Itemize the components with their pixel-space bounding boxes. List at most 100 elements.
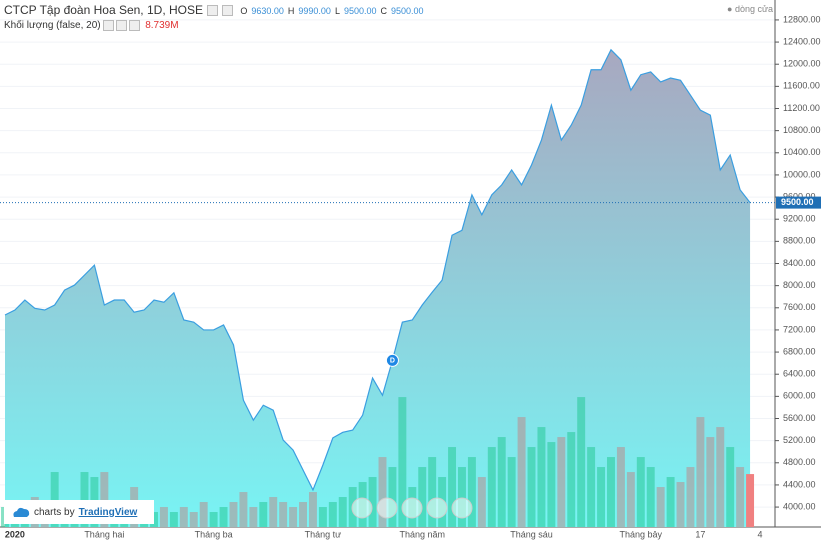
volume-bar [418, 467, 427, 527]
ohlc-key: C [380, 6, 388, 16]
volume-bar [308, 492, 317, 527]
volume-bar [656, 487, 665, 527]
volume-bar [398, 397, 407, 527]
y-tick-label: 12000.00 [783, 59, 821, 69]
volume-bar [229, 502, 238, 527]
volume-bar [299, 502, 307, 527]
volume-bar [746, 474, 755, 527]
y-tick-label: 8400.00 [783, 258, 816, 268]
event-label: D [390, 358, 395, 365]
x-tick-label: 17 [695, 529, 705, 539]
volume-bar [279, 502, 288, 527]
volume-bar [567, 432, 576, 527]
y-tick-label: 4400.00 [783, 479, 816, 489]
y-tick-label: 6000.00 [783, 391, 816, 401]
volume-bar [726, 447, 735, 527]
zoom-button[interactable] [426, 497, 448, 519]
volume-bar [388, 467, 397, 527]
volume-last: 8.739M [145, 20, 179, 32]
volume-bar [716, 427, 725, 527]
volume-bar [467, 457, 476, 527]
y-tick-label: 10400.00 [783, 147, 821, 157]
ohlc-key: O [240, 6, 248, 16]
price-area [5, 49, 751, 527]
x-tick-label: Tháng ba [195, 529, 233, 539]
volume-bar [378, 457, 387, 527]
volume-bar [169, 512, 178, 527]
volume-bar [338, 497, 347, 527]
volume-bar [209, 512, 218, 527]
volume-bar [150, 512, 158, 527]
volume-bar [497, 437, 506, 527]
volume-bar [199, 502, 208, 527]
zoom-button[interactable] [351, 497, 373, 519]
volume-bar [607, 457, 615, 527]
y-tick-label: 10000.00 [783, 169, 821, 179]
last-price-box [776, 196, 821, 209]
volume-bar [616, 447, 625, 527]
ohlc: O 9630.00 H 9990.00 L 9500.00 C 9500.00 [240, 3, 427, 17]
zoom-button[interactable] [376, 497, 398, 519]
volume-bar [50, 472, 59, 527]
brand[interactable]: TradingView [78, 506, 138, 518]
ohlc-value: 9990.00 [298, 6, 331, 16]
volume-bar [100, 472, 109, 527]
volume-header: Khối lượng (false, 20) 8.739M [4, 20, 179, 31]
volume-bar [686, 467, 695, 527]
volume-title: Khối lượng (false, 20) [4, 20, 101, 32]
x-tick-label: Tháng tư [305, 529, 342, 539]
volume-bar [159, 507, 168, 527]
volume-bar [219, 507, 228, 527]
volume-bar [259, 502, 268, 527]
volume-bar [547, 442, 556, 527]
ohlc-value: 9500.00 [343, 6, 377, 16]
header: CTCP Tập đoàn Hoa Sen, 1D, HOSE O 9630.00… [4, 3, 432, 17]
ohlc-key: H [287, 6, 295, 16]
close-note: ● dòng cửa [727, 4, 773, 14]
y-tick-label: 8800.00 [783, 236, 816, 246]
last-price-label: 9500.00 [781, 197, 814, 207]
close-note-text: dòng cửa [734, 4, 773, 14]
volume-bar [537, 427, 546, 527]
volume-bar [706, 437, 715, 527]
credit[interactable]: charts by TradingView [4, 500, 154, 524]
zoom-button[interactable] [451, 497, 473, 519]
volume-bar [448, 447, 457, 527]
volume-bar [428, 457, 437, 527]
volume-bar [179, 507, 188, 527]
volume-bar [626, 472, 635, 527]
ohlc-value: 9500.00 [391, 6, 424, 16]
volume-bar [477, 477, 486, 527]
y-tick-label: 8000.00 [783, 280, 816, 290]
volume-bar [239, 492, 248, 527]
volume-bar [249, 507, 258, 527]
volume-bar [636, 457, 645, 527]
volume-bar [289, 507, 298, 527]
volume-bar [487, 447, 496, 527]
zoom-button[interactable] [401, 497, 423, 519]
y-tick-label: 4000.00 [783, 501, 816, 511]
y-tick-label: 12400.00 [783, 36, 821, 46]
volume-bar [597, 467, 606, 527]
volume-bar [527, 447, 536, 527]
y-tick-label: 5200.00 [783, 435, 816, 445]
credit-text: charts by [34, 506, 75, 518]
volume-bar [666, 477, 675, 527]
y-tick-label: 10800.00 [783, 125, 821, 135]
y-tick-label: 7200.00 [783, 324, 816, 334]
volume-bar [557, 437, 566, 527]
volume-bar [368, 477, 377, 527]
x-tick-label: Tháng bảy [620, 529, 663, 539]
y-tick-label: 5600.00 [783, 413, 816, 423]
volume-bar [80, 472, 89, 527]
y-tick-label: 6800.00 [783, 346, 816, 356]
volume-bar [646, 467, 655, 527]
volume-bar [328, 502, 337, 527]
price-line [4, 48, 751, 492]
y-tick-label: 11200.00 [783, 103, 820, 113]
volume-bar [189, 512, 198, 527]
y-tick-label: 9600.00 [783, 191, 816, 201]
x-tick-label: Tháng năm [399, 529, 445, 539]
